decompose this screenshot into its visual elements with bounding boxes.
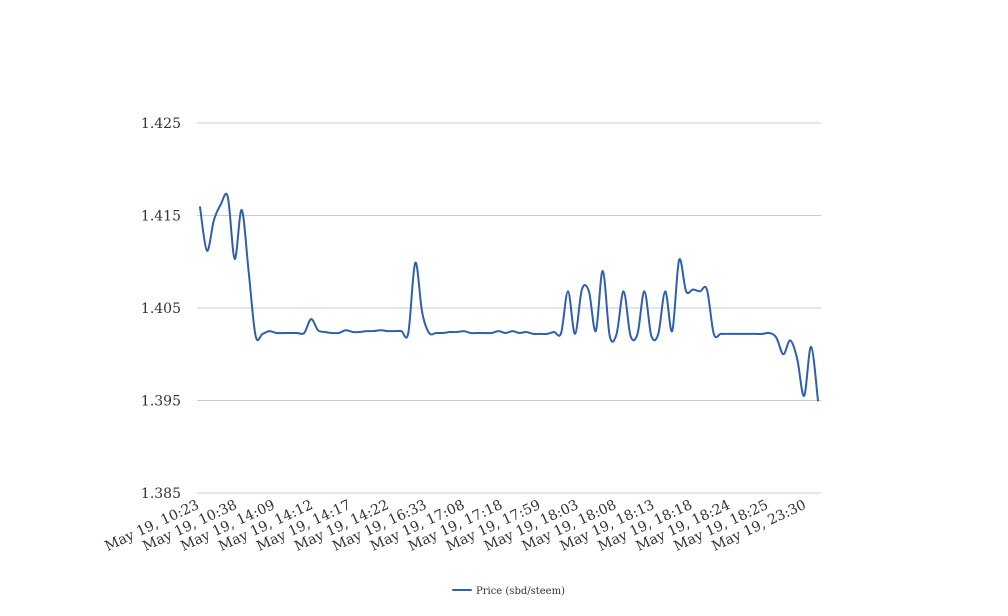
series-line-price — [199, 192, 819, 402]
gridlines — [197, 122, 821, 494]
y-tick-label: 1.425 — [141, 116, 181, 132]
y-tick-label: 1.415 — [141, 209, 181, 225]
legend: Price (sbd/steem) — [452, 586, 565, 597]
series-layer — [199, 192, 819, 402]
legend-label: Price (sbd/steem) — [476, 586, 565, 597]
y-tick-label: 1.405 — [141, 301, 181, 317]
y-tick-label: 1.385 — [141, 486, 181, 502]
y-tick-label: 1.395 — [141, 394, 181, 410]
y-axis-ticks: 1.385 1.395 1.405 1.415 1.425 — [141, 116, 181, 502]
